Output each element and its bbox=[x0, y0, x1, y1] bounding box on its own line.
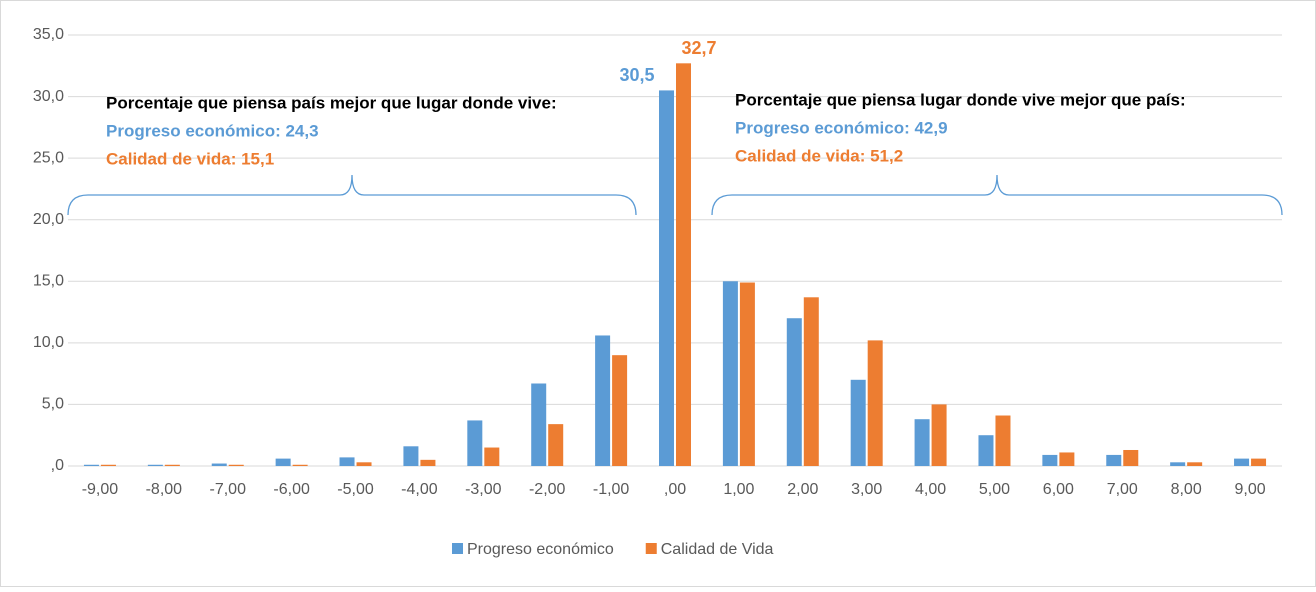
y-tick-label: ,0 bbox=[51, 457, 64, 474]
x-tick-label: 4,00 bbox=[915, 481, 946, 498]
data-label: 32,7 bbox=[682, 38, 717, 58]
bar bbox=[1042, 454, 1058, 466]
bar bbox=[1106, 454, 1122, 466]
bar bbox=[211, 463, 227, 466]
bar bbox=[595, 335, 611, 466]
bar bbox=[548, 424, 564, 466]
bar bbox=[1059, 452, 1075, 466]
x-tick-label: 3,00 bbox=[851, 481, 882, 498]
bar bbox=[484, 447, 500, 466]
bar bbox=[292, 464, 308, 466]
y-tick-label: 10,0 bbox=[33, 334, 64, 351]
x-tick-label: 2,00 bbox=[787, 481, 818, 498]
x-tick-label: -7,00 bbox=[210, 481, 247, 498]
annotation-line: Calidad de vida: 15,1 bbox=[106, 149, 274, 168]
x-tick-label: ,00 bbox=[664, 481, 686, 498]
bar bbox=[850, 379, 866, 466]
y-tick-label: 30,0 bbox=[33, 88, 64, 105]
y-tick-label: 25,0 bbox=[33, 149, 64, 166]
bar bbox=[1234, 458, 1250, 466]
bar bbox=[867, 340, 883, 466]
annotation-title: Porcentaje que piensa país mejor que lug… bbox=[106, 93, 557, 112]
bar bbox=[931, 404, 947, 466]
bar bbox=[1123, 449, 1139, 466]
y-tick-label: 35,0 bbox=[33, 26, 64, 43]
data-label: 30,5 bbox=[619, 65, 654, 85]
bar bbox=[356, 462, 372, 466]
bar bbox=[1170, 462, 1186, 466]
x-tick-label: -6,00 bbox=[273, 481, 310, 498]
x-tick-label: -5,00 bbox=[337, 481, 374, 498]
bar bbox=[1251, 458, 1267, 466]
x-tick-label: 8,00 bbox=[1171, 481, 1202, 498]
bar bbox=[1187, 462, 1203, 466]
bar bbox=[403, 446, 419, 466]
bar bbox=[531, 383, 547, 466]
left-brace bbox=[67, 174, 637, 216]
right-brace bbox=[711, 174, 1283, 216]
x-tick-label: -8,00 bbox=[146, 481, 183, 498]
x-tick-label: 5,00 bbox=[979, 481, 1010, 498]
bar bbox=[995, 415, 1011, 466]
y-tick-label: 20,0 bbox=[33, 211, 64, 228]
annotation-line: Calidad de vida: 51,2 bbox=[735, 146, 903, 165]
bar bbox=[786, 318, 802, 466]
bar bbox=[420, 459, 436, 466]
bar bbox=[659, 90, 674, 467]
x-tick-label: 7,00 bbox=[1107, 481, 1138, 498]
bar bbox=[803, 297, 819, 466]
bar bbox=[275, 458, 291, 466]
bar bbox=[978, 435, 994, 466]
legend-label: Progreso económico bbox=[467, 541, 614, 558]
bar bbox=[467, 420, 483, 466]
legend-swatch bbox=[452, 543, 463, 554]
legend-label: Calidad de Vida bbox=[661, 541, 774, 558]
bar bbox=[147, 464, 163, 466]
x-tick-label: -4,00 bbox=[401, 481, 438, 498]
annotation-line: Progreso económico: 42,9 bbox=[735, 118, 948, 137]
y-tick-label: 15,0 bbox=[33, 273, 64, 290]
bar bbox=[612, 355, 628, 466]
bar bbox=[100, 464, 116, 466]
annotation-line: Progreso económico: 24,3 bbox=[106, 121, 319, 140]
bar bbox=[228, 464, 244, 466]
bar bbox=[339, 457, 355, 466]
x-tick-label: 1,00 bbox=[723, 481, 754, 498]
bar bbox=[739, 282, 755, 466]
annotation-title: Porcentaje que piensa lugar donde vive m… bbox=[735, 90, 1186, 109]
x-tick-label: 9,00 bbox=[1234, 481, 1265, 498]
legend-swatch bbox=[645, 543, 657, 554]
x-tick-label: 6,00 bbox=[1043, 481, 1074, 498]
x-tick-label: -9,00 bbox=[82, 481, 119, 498]
x-tick-label: -3,00 bbox=[465, 481, 502, 498]
bar bbox=[164, 464, 180, 466]
y-tick-label: 5,0 bbox=[42, 396, 64, 413]
x-tick-label: -1,00 bbox=[593, 481, 630, 498]
x-tick-label: -2,00 bbox=[529, 481, 566, 498]
bar bbox=[676, 63, 691, 467]
bar bbox=[722, 281, 738, 466]
bar bbox=[914, 419, 930, 466]
bar bbox=[83, 464, 99, 466]
